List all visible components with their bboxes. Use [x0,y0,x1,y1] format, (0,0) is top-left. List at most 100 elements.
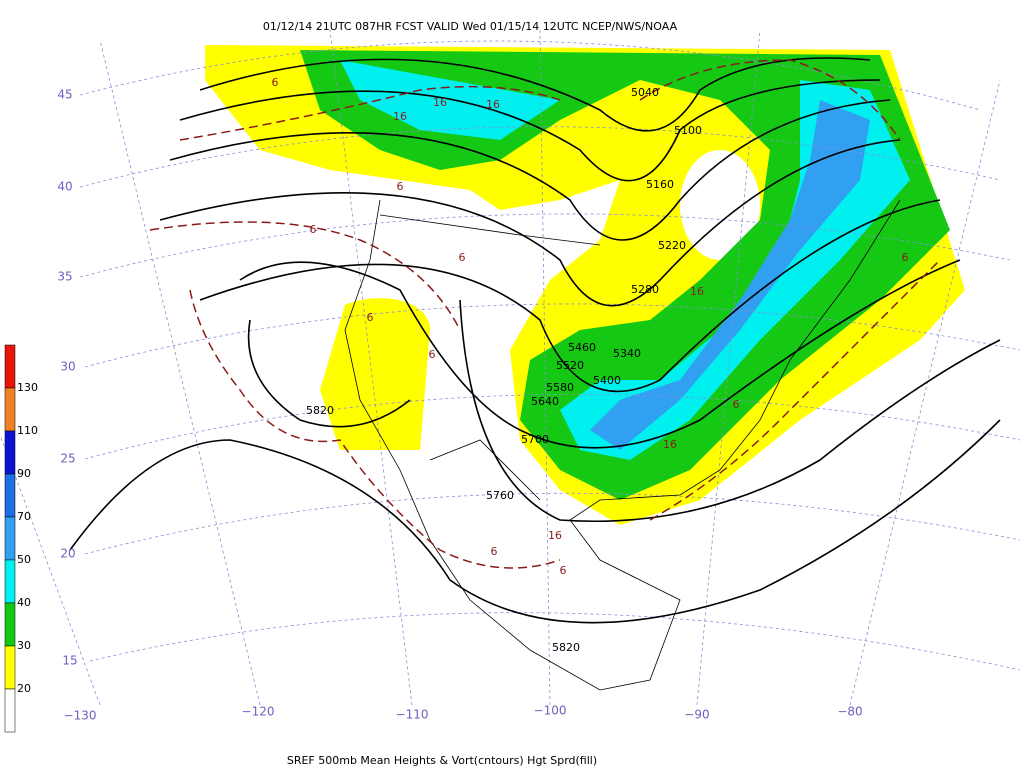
lat-line [84,393,1021,460]
map-title: 01/12/14 21UTC 087HR FCST VALID Wed 01/1… [263,20,678,33]
vorticity-label: 16 [663,438,677,451]
vorticity-contours [149,59,941,569]
graticule [0,29,1021,706]
colorbar-label: 40 [17,596,31,609]
vorticity-label: 16 [690,285,704,298]
colorbar-label: 90 [17,467,31,480]
border [379,214,601,501]
longitude-label: −130 [64,709,97,723]
height-contour [179,79,881,182]
colorbar-segment [4,602,16,647]
height-label: 5700 [521,433,549,446]
colorbar-label: 110 [17,424,38,437]
height-contour [199,199,941,393]
vorticity-label: 6 [310,223,317,236]
vorticity-label: 6 [429,348,436,361]
lat-line [79,126,1001,188]
height-label: 5520 [556,359,584,372]
vorticity-label: 16 [548,529,562,542]
height-contour [247,319,411,428]
vorticity-label: 16 [486,98,500,111]
height-label: 5760 [486,489,514,502]
vort-contour [649,259,941,521]
vorticity-label: 6 [733,398,740,411]
vort-contour [179,85,561,141]
colorbar-label: 50 [17,553,31,566]
vorticity-label: 6 [272,76,279,89]
vorticity-label: 16 [393,110,407,123]
height-label: 5340 [613,347,641,360]
vorticity-label: 6 [397,180,404,193]
longitude-label: −90 [684,708,709,722]
colorbar-segment [4,559,16,604]
colorbar-segment [4,473,16,518]
colorbar-label: 70 [17,510,31,523]
vorticity-label: 6 [902,251,909,264]
height-label: 5100 [674,124,702,137]
height-label: 5160 [646,178,674,191]
latitude-label: 35 [57,270,72,284]
lon-line [849,79,1001,706]
colorbar-label: 30 [17,639,31,652]
vorticity-label: 6 [491,545,498,558]
fill-20-west [320,298,430,450]
fill-50 [590,100,870,450]
vort-contour [639,59,901,141]
latitude-label: 20 [60,547,75,561]
vorticity-label: 6 [367,311,374,324]
colorbar-label: 20 [17,682,31,695]
height-label: 5820 [306,404,334,417]
lat-line [79,213,1011,278]
colorbar-segment [4,688,16,733]
coastlines [344,199,901,691]
longitude-label: −110 [396,708,429,722]
height-label: 5820 [552,641,580,654]
height-label: 5580 [546,381,574,394]
vort-contour [189,289,561,569]
height-contour [199,57,871,132]
latitude-label: 30 [60,360,75,374]
longitude-label: −120 [242,705,275,719]
colorbar-segment [4,430,16,475]
vorticity-label: 6 [560,564,567,577]
fill-30 [300,50,950,500]
caption: SREF 500mb Mean Heights & Vort(cntours) … [287,754,597,767]
height-label: 5040 [631,86,659,99]
vorticity-label: 6 [459,251,466,264]
colorbar-label: 130 [17,381,38,394]
colorbar-segment [4,344,16,389]
height-label: 5220 [658,239,686,252]
lat-line [79,40,981,111]
coast [344,199,901,691]
height-contours [69,57,1001,624]
fill-hole [680,150,760,260]
colorbar-segment [4,387,16,432]
latitude-label: 25 [60,452,75,466]
colorbar-segment [4,645,16,690]
height-contour [239,259,961,449]
latitude-label: 15 [62,654,77,668]
lat-line [89,612,1021,671]
longitude-label: −100 [534,704,567,718]
spread-fill [205,45,965,525]
height-contour [169,99,891,241]
vorticity-label: 16 [433,96,447,109]
height-label: 5400 [593,374,621,387]
latitude-label: 40 [57,180,72,194]
latitude-label: 45 [57,88,72,102]
height-contour [69,419,1001,624]
longitude-label: −80 [837,705,862,719]
lon-line [539,29,551,706]
height-label: 5280 [631,283,659,296]
height-label: 5460 [568,341,596,354]
fill-40 [340,60,910,460]
lon-line [329,29,413,706]
lat-line [84,492,1021,555]
height-label: 5640 [531,395,559,408]
colorbar-segment [4,516,16,561]
height-contour [159,139,901,307]
height-contour [459,299,1001,523]
lat-line [84,303,1021,368]
